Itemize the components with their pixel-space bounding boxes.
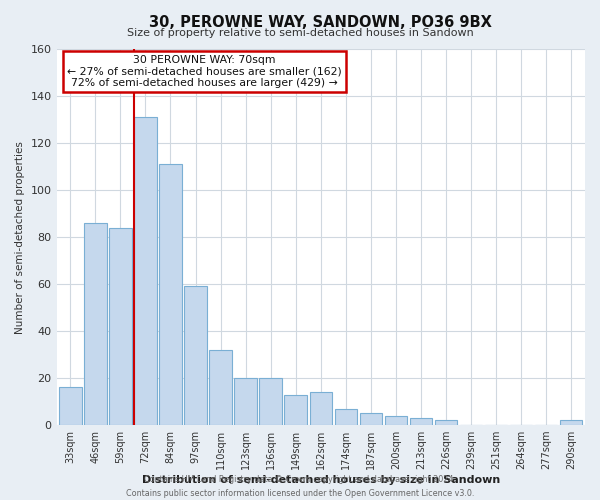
Bar xyxy=(284,394,307,425)
Text: Size of property relative to semi-detached houses in Sandown: Size of property relative to semi-detach… xyxy=(127,28,473,38)
Bar xyxy=(560,420,583,425)
Bar xyxy=(410,418,432,425)
Bar xyxy=(385,416,407,425)
Bar xyxy=(159,164,182,425)
Bar xyxy=(359,414,382,425)
Bar xyxy=(184,286,207,425)
Bar xyxy=(59,388,82,425)
Bar xyxy=(134,118,157,425)
Bar xyxy=(259,378,282,425)
Bar xyxy=(109,228,131,425)
Y-axis label: Number of semi-detached properties: Number of semi-detached properties xyxy=(15,140,25,334)
Bar xyxy=(435,420,457,425)
Bar xyxy=(84,223,107,425)
X-axis label: Distribution of semi-detached houses by size in Sandown: Distribution of semi-detached houses by … xyxy=(142,475,500,485)
Text: 30 PEROWNE WAY: 70sqm
← 27% of semi-detached houses are smaller (162)
72% of sem: 30 PEROWNE WAY: 70sqm ← 27% of semi-deta… xyxy=(67,55,342,88)
Bar xyxy=(335,408,357,425)
Text: Contains HM Land Registry data © Crown copyright and database right 2024.
Contai: Contains HM Land Registry data © Crown c… xyxy=(126,476,474,498)
Bar xyxy=(209,350,232,425)
Bar xyxy=(235,378,257,425)
Title: 30, PEROWNE WAY, SANDOWN, PO36 9BX: 30, PEROWNE WAY, SANDOWN, PO36 9BX xyxy=(149,15,492,30)
Bar xyxy=(310,392,332,425)
